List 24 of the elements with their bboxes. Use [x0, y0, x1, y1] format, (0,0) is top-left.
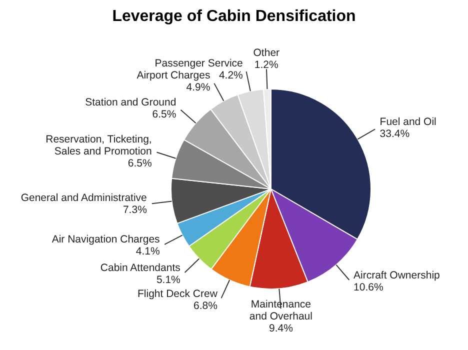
slice-label: Aircraft Ownership: [354, 270, 440, 282]
slice-label: Reservation, Ticketing, Sales and Promotion: [46, 134, 152, 158]
data-label: 6.5%: [152, 108, 176, 121]
data-label: 7.3%: [122, 204, 147, 216]
slice-label: Passenger Service: [154, 58, 244, 70]
chart-title: Leverage of Cabin Densification: [111, 8, 357, 27]
data-label: 1.2%: [254, 59, 278, 72]
data-label: 6.8%: [194, 300, 218, 312]
data-label: 4.1%: [136, 245, 160, 258]
data-label: 9.4%: [268, 322, 293, 335]
slice-label: Flight Deck Crew: [138, 288, 218, 300]
data-label: 4.9%: [186, 82, 210, 94]
slice-label: Station and Ground: [85, 96, 176, 109]
slice-label: Air Navigation Charges: [52, 233, 160, 246]
data-label: 33.4%: [380, 128, 410, 140]
data-label: 6.5%: [128, 158, 152, 170]
slice-label: Airport Charges: [136, 70, 210, 82]
slice-label: Cabin Attendants: [100, 262, 180, 274]
slice-label: Other: [253, 47, 280, 60]
slice-label: Fuel and Oil: [380, 116, 436, 128]
data-label: 10.6%: [354, 282, 384, 294]
data-label: 5.1%: [156, 274, 180, 286]
data-label: 4.2%: [218, 70, 243, 82]
slice-label: General and Administrative: [20, 192, 148, 204]
